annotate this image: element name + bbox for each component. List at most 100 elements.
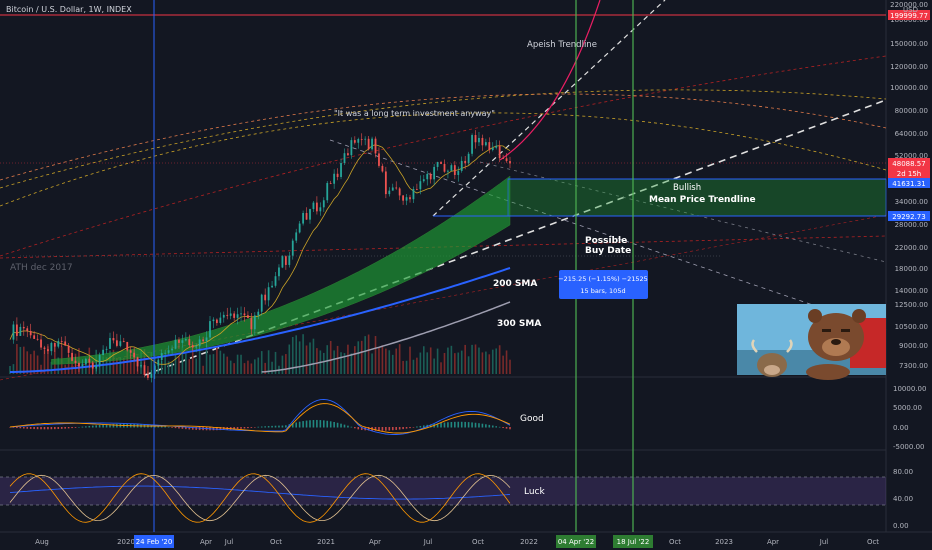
price-tick-label: 52000.00 bbox=[895, 152, 928, 160]
candle-body bbox=[195, 346, 198, 348]
macd-histogram-bar bbox=[478, 423, 480, 428]
candle-body bbox=[236, 314, 239, 318]
candle-body bbox=[453, 165, 456, 175]
candle-body bbox=[209, 321, 211, 338]
macd-histogram-bar bbox=[160, 426, 163, 428]
volume-bar bbox=[433, 358, 435, 374]
macd-histogram-bar bbox=[467, 422, 470, 428]
possible-label: Possible bbox=[585, 236, 627, 246]
macd-histogram-bar bbox=[474, 422, 477, 428]
volume-bar bbox=[498, 345, 501, 374]
macd-histogram-bar bbox=[429, 424, 432, 428]
volume-bar bbox=[409, 346, 411, 374]
macd-histogram-bar bbox=[36, 427, 39, 430]
candle-body bbox=[340, 162, 342, 177]
macd-histogram-bar bbox=[402, 427, 404, 430]
yellow-dotted-arc-lower bbox=[0, 112, 887, 207]
volume-bar bbox=[243, 363, 246, 374]
volume-bar bbox=[33, 350, 35, 374]
candle-body bbox=[157, 360, 160, 366]
macd-histogram-bar bbox=[178, 427, 180, 429]
macd-tick-label: -5000.00 bbox=[893, 443, 924, 451]
macd-histogram-bar bbox=[381, 427, 384, 431]
candle-body bbox=[109, 338, 111, 349]
candle-body bbox=[215, 319, 218, 324]
candle-body bbox=[298, 223, 301, 233]
macd-histogram-bar bbox=[450, 421, 453, 428]
macd-histogram-bar bbox=[188, 427, 191, 430]
rsi-axis: 80.00 40.00 0.00 bbox=[893, 468, 913, 530]
macd-histogram-bar bbox=[495, 426, 498, 428]
stoch-d-line bbox=[9, 474, 511, 522]
measure-tooltip-bg bbox=[559, 270, 648, 299]
macd-histogram-bar bbox=[350, 426, 353, 428]
volume-bar bbox=[57, 357, 60, 374]
macd-histogram-bar bbox=[78, 426, 80, 428]
macd-tick-label: 0.00 bbox=[893, 424, 909, 432]
stoch-rsi-panel bbox=[9, 473, 511, 523]
macd-histogram-bar bbox=[250, 427, 253, 428]
candle-body bbox=[309, 209, 311, 220]
macd-histogram-bar bbox=[305, 420, 308, 428]
candle-body bbox=[233, 313, 236, 318]
macd-histogram-bar bbox=[243, 427, 246, 429]
candle-body bbox=[143, 365, 146, 375]
macd-histogram-bar bbox=[57, 427, 60, 430]
macd-histogram-bar bbox=[440, 422, 442, 428]
candle-body bbox=[122, 341, 125, 343]
macd-histogram-bar bbox=[391, 427, 394, 431]
volume-bar bbox=[288, 344, 291, 374]
candle-body bbox=[271, 285, 273, 288]
volume-bar bbox=[247, 360, 249, 374]
candle-body bbox=[350, 140, 353, 156]
bear-bull-meme-image bbox=[737, 304, 886, 380]
macd-histogram-bar bbox=[419, 425, 422, 428]
candle-body bbox=[71, 352, 73, 361]
macd-histogram-bar bbox=[98, 425, 101, 428]
candle-body bbox=[478, 137, 480, 143]
candle-body bbox=[371, 138, 373, 150]
time-highlight-bg bbox=[613, 535, 653, 548]
time-axis[interactable]: Aug 2020 Apr Jul Oct 2021 Apr Jul Oct 2022 Apr Jul O… bbox=[35, 535, 879, 548]
time-tick-label: 2020 bbox=[117, 538, 135, 546]
macd-histogram-bar bbox=[257, 426, 260, 428]
time-highlight-bg bbox=[134, 535, 174, 548]
candle-body bbox=[191, 345, 194, 348]
candle-body bbox=[378, 153, 380, 166]
volume-bar bbox=[488, 354, 491, 374]
volume-bar bbox=[36, 355, 39, 374]
volume-bar bbox=[205, 344, 208, 374]
volume-bar bbox=[447, 347, 449, 374]
macd-histogram-bar bbox=[326, 420, 329, 428]
candle-body bbox=[171, 348, 173, 351]
price-axis[interactable]: 220000.00180000.00150000.00120000.001000… bbox=[888, 1, 930, 370]
candle-body bbox=[471, 135, 473, 154]
price-tick-label: 120000.00 bbox=[890, 63, 928, 71]
macd-histogram-bar bbox=[74, 427, 77, 428]
macd-histogram-bar bbox=[264, 426, 266, 428]
volume-bar bbox=[274, 351, 277, 374]
macd-histogram-bar bbox=[29, 427, 32, 429]
candle-body bbox=[326, 183, 329, 201]
macd-histogram-bar bbox=[412, 427, 415, 428]
macd-histogram-bar bbox=[505, 427, 508, 429]
volume-bar bbox=[450, 345, 453, 374]
candle-body bbox=[67, 345, 70, 353]
candle-body bbox=[40, 339, 42, 348]
volume-bar bbox=[474, 344, 477, 374]
price-label-value: 41631.31 bbox=[892, 180, 925, 188]
volume-bar bbox=[457, 352, 460, 374]
candle-body bbox=[433, 166, 436, 180]
price-tick-label: 28000.00 bbox=[895, 221, 928, 229]
volume-bar bbox=[195, 358, 198, 374]
macd-histogram-bar bbox=[488, 424, 491, 428]
volume-bar bbox=[491, 349, 494, 374]
macd-histogram-bar bbox=[319, 420, 322, 428]
price-tick-label: 12500.00 bbox=[895, 301, 928, 309]
candle-body bbox=[212, 319, 215, 322]
volume-bar bbox=[385, 348, 387, 374]
candle-body bbox=[505, 158, 508, 162]
volume-bar bbox=[47, 346, 49, 374]
volume-bar bbox=[112, 349, 115, 374]
